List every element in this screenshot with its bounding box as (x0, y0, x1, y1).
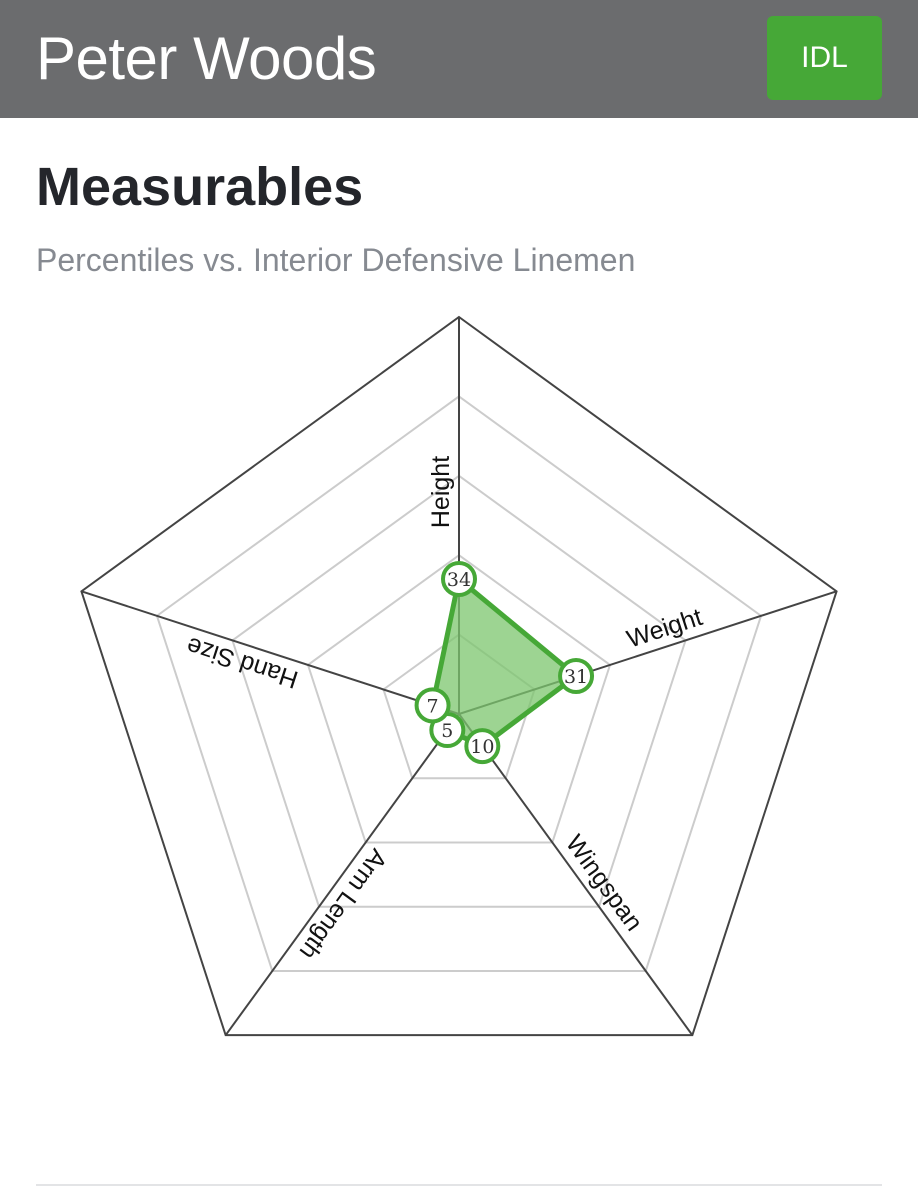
axis-line-hand-size (81, 590, 460, 715)
radar-points: 34 31 10 57 (414, 561, 595, 765)
grid-ring-4 (155, 395, 763, 972)
grid-outer-frame (80, 315, 838, 1037)
data-point-weight: 31 (558, 657, 595, 694)
radar-series (430, 576, 579, 749)
data-point-marker-wingspan (464, 728, 501, 765)
grid-ring-2 (306, 553, 612, 844)
series-area-0 (430, 576, 579, 749)
data-label-hand-size: 7 (427, 695, 439, 717)
data-label-wingspan: 10 (470, 736, 494, 758)
data-point-height: 34 (441, 561, 477, 598)
axis-label-arm-length: Arm Length (294, 844, 393, 965)
axis-label-wingspan: Wingspan (560, 830, 648, 936)
radar-chart: 34 31 10 57 Height Weight Wingspan Arm Length H… (80, 315, 838, 1037)
data-label-arm-length: 5 (441, 720, 453, 742)
axis-label-weight: Weight (623, 603, 705, 654)
data-point-wingspan: 10 (464, 728, 501, 765)
axis-line-arm-length (224, 713, 460, 1036)
data-label-height: 34 (447, 569, 471, 591)
axis-line-wingspan (458, 713, 694, 1036)
header-bar: Peter Woods IDL (0, 0, 918, 118)
radar-grid (80, 315, 838, 1037)
data-point-marker-hand-size (414, 687, 451, 724)
data-label-weight: 31 (564, 666, 588, 688)
axis-label-height: Height (427, 456, 455, 528)
axis-label-hand-size: Hand Size (183, 631, 301, 693)
section-divider (36, 1184, 882, 1186)
position-badge[interactable]: IDL (767, 16, 882, 100)
section-subtitle: Percentiles vs. Interior Defensive Linem… (36, 242, 636, 278)
data-point-marker-weight (558, 657, 595, 694)
section-title: Measurables (36, 157, 364, 217)
player-name: Peter Woods (36, 25, 377, 92)
data-point-marker-height (441, 561, 477, 598)
data-point-hand-size: 7 (414, 687, 451, 724)
grid-ring-3 (231, 474, 687, 908)
